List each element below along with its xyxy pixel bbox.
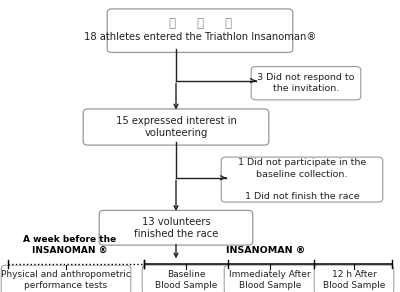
FancyBboxPatch shape [251,67,361,100]
FancyBboxPatch shape [107,9,293,53]
Text: 18 athletes entered the Triathlon Insanoman®: 18 athletes entered the Triathlon Insano… [84,32,316,42]
Text: 🏃: 🏃 [224,17,232,30]
Text: Baseline
Blood Sample: Baseline Blood Sample [155,270,217,290]
Text: 🏊: 🏊 [168,17,176,30]
Text: 12 h After
Blood Sample: 12 h After Blood Sample [323,270,385,290]
FancyBboxPatch shape [1,265,131,292]
Text: A week before the
INSANOMAN ®: A week before the INSANOMAN ® [23,235,117,255]
Text: Physical and anthropometric
performance tests: Physical and anthropometric performance … [1,270,131,290]
FancyBboxPatch shape [221,157,383,202]
FancyBboxPatch shape [83,109,269,145]
Text: 3 Did not respond to
the invitation.: 3 Did not respond to the invitation. [257,73,355,93]
Text: 1 Did not participate in the
baseline collection.

1 Did not finish the race: 1 Did not participate in the baseline co… [238,159,366,201]
Text: Immediately After
Blood Sample: Immediately After Blood Sample [229,270,311,290]
Text: 🚴: 🚴 [196,17,204,30]
FancyBboxPatch shape [314,265,394,292]
FancyBboxPatch shape [142,265,230,292]
FancyBboxPatch shape [224,265,316,292]
Text: 13 volunteers
finished the race: 13 volunteers finished the race [134,217,218,239]
Text: 15 expressed interest in
volunteering: 15 expressed interest in volunteering [116,116,236,138]
FancyBboxPatch shape [99,210,253,245]
Text: INSANOMAN ®: INSANOMAN ® [226,246,306,255]
